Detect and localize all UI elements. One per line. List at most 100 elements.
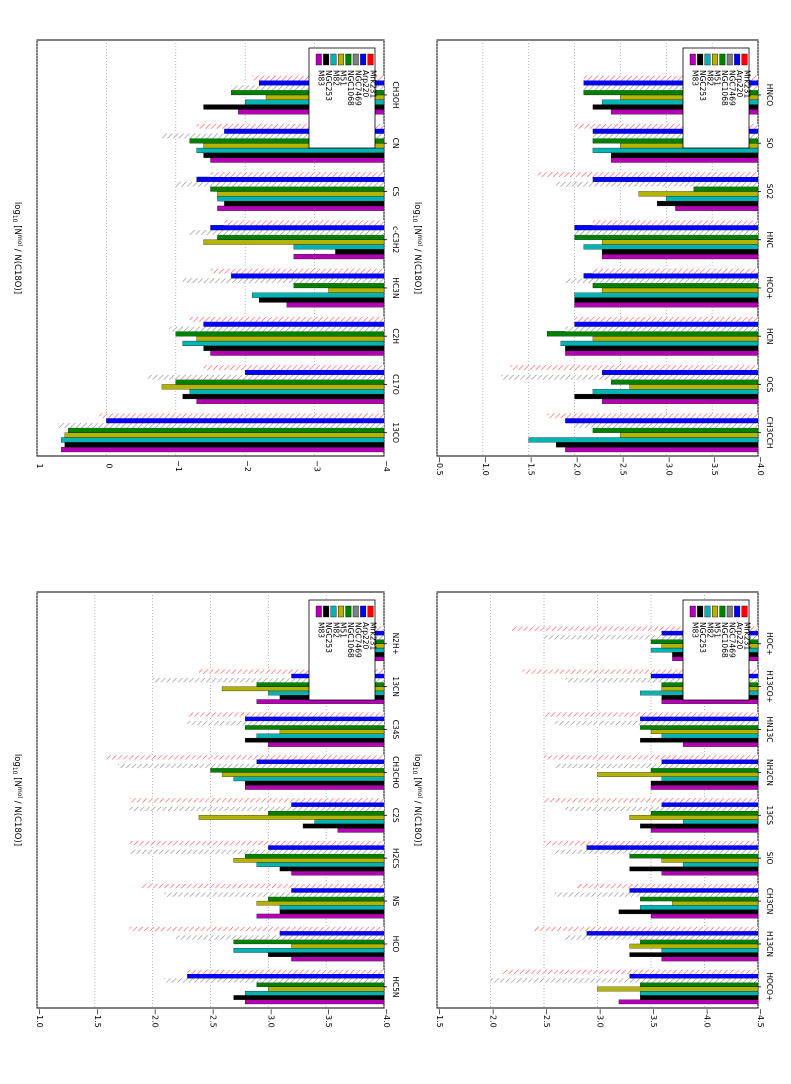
bar-ngc253 bbox=[640, 737, 759, 743]
legend-label: M51 bbox=[713, 70, 722, 86]
bar-arp220 bbox=[565, 418, 759, 424]
bar-arp220 bbox=[586, 845, 759, 850]
bar-m51 bbox=[198, 815, 385, 820]
value-tick-label: −1.0 bbox=[481, 456, 490, 475]
bar-arp220 bbox=[601, 369, 759, 375]
value-tick-label: −1.0 bbox=[35, 1008, 44, 1027]
value-tick-label: −2.0 bbox=[489, 1008, 498, 1027]
bar-m83 bbox=[337, 828, 385, 833]
bar-ngc1068 bbox=[650, 767, 759, 773]
bar-arp220 bbox=[574, 321, 759, 327]
category-tick-label: 13CS bbox=[765, 806, 774, 826]
bar-ngc7469 bbox=[129, 849, 384, 854]
bar-arp220 bbox=[231, 273, 385, 279]
bar-mrk231 bbox=[574, 123, 758, 129]
bar-m82 bbox=[661, 776, 759, 782]
legend-label: Arp220 bbox=[361, 622, 370, 650]
bar-ngc253 bbox=[279, 866, 385, 872]
bar-m83 bbox=[682, 742, 759, 747]
bar-ngc253 bbox=[574, 393, 759, 400]
bar-m83 bbox=[611, 157, 759, 163]
bar-m83 bbox=[650, 913, 759, 919]
bar-m82 bbox=[592, 389, 759, 395]
bar-mrk231 bbox=[510, 365, 758, 370]
bar-m83 bbox=[217, 205, 385, 211]
bar-ngc7469 bbox=[164, 892, 384, 897]
bar-ngc253 bbox=[233, 995, 385, 1000]
legend-label: Arp220 bbox=[735, 70, 744, 98]
bar-m82 bbox=[682, 819, 759, 825]
legend-swatch bbox=[726, 605, 733, 618]
bar-ngc253 bbox=[245, 780, 385, 786]
bar-ngc7469 bbox=[164, 978, 384, 983]
bar-ngc7469 bbox=[152, 678, 384, 683]
bar-mrk231 bbox=[106, 755, 385, 760]
legend-label: NGC253 bbox=[698, 70, 707, 101]
legend-swatch bbox=[345, 53, 352, 66]
category-tick-label: N2H+ bbox=[391, 633, 400, 655]
bar-ngc1068 bbox=[592, 427, 759, 433]
value-tick-label: 0 bbox=[104, 463, 113, 468]
bar-ngc1068 bbox=[574, 234, 759, 240]
value-tick-label: −3.0 bbox=[596, 1008, 605, 1027]
legend-swatch bbox=[741, 605, 748, 618]
bar-mrk231 bbox=[544, 712, 758, 717]
category-tick-label: HCN bbox=[765, 328, 774, 345]
bar-ngc253 bbox=[629, 952, 759, 957]
legend-label: NGC1068 bbox=[720, 622, 729, 658]
bar-mrk231 bbox=[189, 316, 384, 322]
bar-m83 bbox=[210, 157, 385, 163]
value-tick-label: −2.5 bbox=[209, 1008, 218, 1027]
bar-m82 bbox=[640, 990, 759, 996]
category-tick-label: C17O bbox=[391, 374, 400, 395]
bar-m82 bbox=[182, 340, 385, 346]
bar-mrk231 bbox=[576, 883, 758, 889]
category-tick-label: HCO bbox=[391, 936, 400, 953]
legend-label: Mrk231 bbox=[742, 622, 751, 650]
bar-m82 bbox=[583, 244, 759, 250]
legend-label: M82 bbox=[331, 622, 340, 638]
value-axis-label: log10 [Nmol / N(C18O)] bbox=[411, 754, 423, 846]
bar-ngc253 bbox=[335, 249, 385, 255]
value-tick-label: −1 bbox=[174, 460, 183, 472]
bar-ngc7469 bbox=[556, 181, 758, 187]
bar-m83 bbox=[574, 302, 759, 308]
category-tick-label: HOC+ bbox=[765, 632, 774, 655]
category-tick-label: CH3OH bbox=[391, 81, 400, 108]
legend-label: Arp220 bbox=[361, 70, 370, 98]
category-tick-label: C2S bbox=[391, 808, 400, 823]
bar-ngc1068 bbox=[640, 725, 759, 730]
bar-m51 bbox=[233, 858, 385, 863]
bar-mrk231 bbox=[129, 926, 384, 932]
bar-arp220 bbox=[210, 225, 385, 231]
legend-swatch bbox=[315, 53, 322, 66]
bar-arp220 bbox=[592, 176, 759, 182]
legend-swatch bbox=[338, 53, 344, 66]
value-tick-label: −3.5 bbox=[649, 1008, 658, 1027]
value-axis-label: log10 [Nmol / N(C18O)] bbox=[11, 202, 23, 294]
value-tick-label: −2.0 bbox=[151, 1008, 160, 1027]
legend-label: NGC253 bbox=[698, 622, 707, 653]
legend-label: Arp220 bbox=[735, 622, 744, 650]
bar-ngc7469 bbox=[565, 678, 758, 683]
bar-ngc7469 bbox=[554, 892, 758, 897]
bar-mrk231 bbox=[537, 172, 758, 177]
category-tick-label: C34S bbox=[391, 720, 400, 740]
legend-swatch bbox=[689, 53, 696, 66]
legend: M83NGC253M82M51NGC1068NGC7469Arp220Mrk23… bbox=[682, 599, 751, 701]
chart-panel-top-right: −0.5 −1.0 −1.5 −2.0 −2.5 −3.0 −3.5 −4.0 log10 [N… bbox=[411, 39, 774, 476]
bar-m82 bbox=[314, 819, 385, 825]
bar-mrk231 bbox=[544, 841, 758, 846]
bar-mrk231 bbox=[198, 669, 384, 674]
legend-label: M83 bbox=[691, 622, 700, 638]
category-tick-label: HNCO bbox=[765, 84, 774, 106]
bar-m82 bbox=[217, 196, 385, 202]
bar-ngc7469 bbox=[182, 278, 384, 284]
bar-ngc1068 bbox=[268, 810, 385, 816]
bar-m51 bbox=[597, 772, 759, 777]
legend-label: NGC253 bbox=[324, 622, 333, 653]
value-axis-label: log10 [Nmol / N(C18O)] bbox=[11, 754, 23, 846]
bar-m51 bbox=[629, 943, 759, 949]
legend-swatch bbox=[360, 605, 367, 618]
legend-label: NGC1068 bbox=[346, 70, 355, 106]
